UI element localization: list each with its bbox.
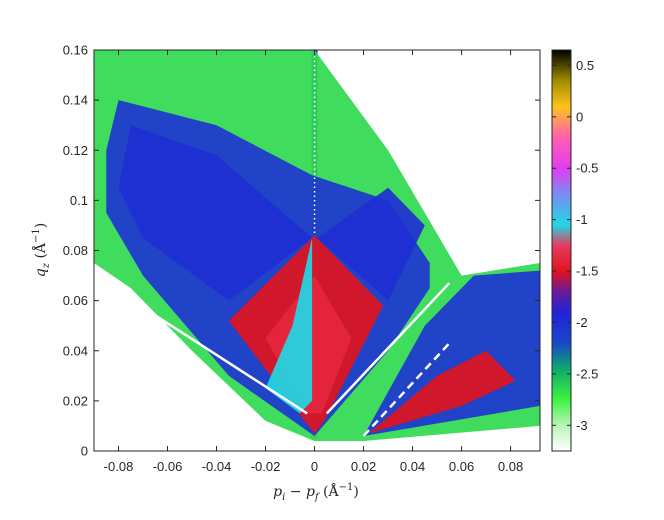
x-tick-label: -0.02 — [251, 459, 281, 474]
y-tick-label: 0 — [81, 444, 88, 459]
colorbar-tick-label: -2.5 — [576, 366, 598, 381]
x-axis-label: pi − pf (Å−1) — [273, 482, 359, 503]
x-tick-label: 0.06 — [449, 459, 474, 474]
colorbar-tick-label: -0.5 — [576, 161, 598, 176]
colorbar-tick-label: -1 — [576, 212, 588, 227]
y-tick-label: 0.06 — [63, 293, 88, 308]
region-left-lobe — [118, 125, 313, 301]
y-axis: 0 0.02 0.04 0.06 0.08 0.1 0.12 0.14 0.16 — [63, 43, 540, 459]
region-right-band-red — [368, 350, 516, 434]
intensity-map — [94, 50, 540, 441]
colorbar-tick-label: -2 — [576, 315, 588, 330]
x-tick-label: -0.08 — [104, 459, 134, 474]
y-tick-label: 0.14 — [63, 93, 88, 108]
colorbar-tick-label: 0.5 — [576, 58, 594, 73]
colorbar-tick-label: 0 — [576, 109, 583, 124]
x-tick-label: 0.02 — [351, 459, 376, 474]
y-tick-label: 0.1 — [70, 193, 88, 208]
overlay-lines — [100, 50, 451, 437]
x-tick-label: 0 — [311, 459, 318, 474]
x-tick-label: 0.04 — [400, 459, 425, 474]
overlay-line-solid — [325, 282, 451, 415]
y-tick-label: 0.16 — [63, 43, 88, 58]
x-tick-label: -0.04 — [202, 459, 232, 474]
colorbar-tick-label: -1.5 — [576, 264, 598, 279]
region-right-band — [363, 270, 540, 436]
y-tick-label: 0.12 — [63, 143, 88, 158]
x-axis: -0.08 -0.06 -0.04 -0.02 0 0.02 0.04 0.06 0.08 — [104, 50, 523, 474]
overlay-line-solid — [100, 279, 308, 415]
y-tick-label: 0.08 — [63, 243, 88, 258]
colorbar — [551, 49, 572, 452]
region-cyan-plume — [265, 238, 313, 414]
y-tick-label: 0.04 — [63, 343, 88, 358]
y-axis-label: qz (Å−1) — [31, 223, 52, 278]
x-tick-label: 0.08 — [498, 459, 523, 474]
x-tick-label: -0.06 — [153, 459, 183, 474]
region-right-lobe — [317, 187, 425, 301]
y-tick-label: 0.02 — [63, 393, 88, 408]
overlay-line-dashed — [362, 342, 451, 437]
colorbar-tick-label: -3 — [576, 418, 588, 433]
colorbar-axis: 0.5 0 -0.5 -1 -1.5 -2 -2.5 -3 — [552, 58, 598, 433]
